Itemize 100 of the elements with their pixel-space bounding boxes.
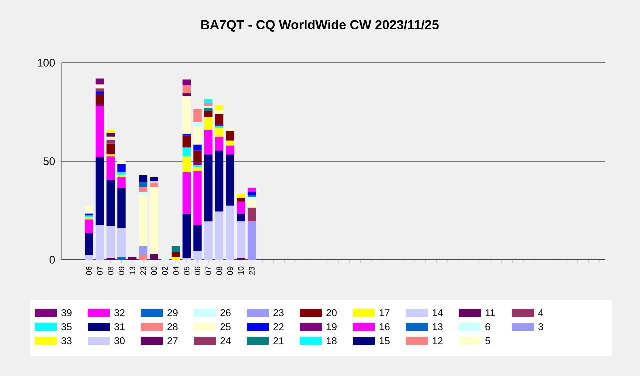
legend-label: 13 — [432, 323, 443, 331]
bar — [204, 130, 213, 155]
legend-label: 17 — [380, 310, 390, 316]
bar — [118, 257, 126, 260]
bar — [139, 175, 148, 182]
bar — [85, 233, 94, 256]
bar — [182, 214, 192, 258]
bar — [226, 146, 234, 155]
bar — [215, 212, 224, 260]
bar — [182, 172, 192, 214]
legend-label: 18 — [326, 337, 337, 345]
bar — [85, 255, 94, 260]
bar — [118, 228, 126, 258]
bar — [248, 188, 256, 192]
bar — [139, 192, 148, 195]
bar — [118, 160, 126, 164]
bar — [106, 132, 115, 137]
bar — [150, 177, 158, 182]
bar — [182, 94, 192, 96]
legend-label: 20 — [326, 309, 337, 317]
bar — [204, 117, 213, 130]
bar — [150, 183, 158, 188]
bar — [182, 80, 192, 86]
bar — [248, 222, 256, 260]
bar — [128, 257, 137, 260]
legend-label: 32 — [114, 309, 125, 317]
bar — [182, 136, 192, 148]
legend-label: 6 — [486, 323, 490, 331]
bar — [194, 122, 202, 128]
bar — [139, 187, 148, 192]
legend-label: 16 — [380, 323, 390, 331]
bar — [194, 144, 202, 151]
legend-label: 12 — [432, 338, 443, 344]
y-tick-label: 0 — [50, 256, 56, 264]
bar — [226, 140, 234, 146]
bar — [85, 220, 94, 234]
bar — [215, 105, 224, 110]
legend-label: 39 — [62, 309, 72, 317]
bar — [118, 188, 126, 228]
bar — [204, 103, 213, 106]
bar — [237, 214, 246, 222]
bar — [215, 128, 224, 137]
legend-label: 5 — [486, 338, 490, 344]
bar — [237, 202, 246, 214]
legend-label: 3 — [538, 323, 544, 331]
bar — [226, 128, 234, 131]
bar — [226, 154, 234, 206]
legend-label: 29 — [168, 309, 178, 317]
bar — [106, 156, 115, 180]
legend-label: 14 — [432, 310, 443, 316]
bar — [172, 257, 180, 260]
bar — [194, 162, 202, 166]
bar — [106, 130, 115, 133]
bar — [204, 108, 213, 112]
legend-label: 30 — [114, 337, 125, 345]
bar — [118, 164, 126, 172]
bar — [194, 171, 202, 226]
bar — [194, 150, 202, 162]
bar — [96, 158, 104, 226]
bar — [215, 136, 224, 151]
bar — [237, 194, 246, 198]
y-tick-label: 100 — [38, 59, 56, 67]
bar — [204, 222, 213, 260]
bar — [96, 84, 104, 89]
bar — [96, 88, 104, 92]
legend-label: 28 — [168, 323, 178, 331]
bar — [248, 196, 256, 200]
legend-label: 11 — [486, 310, 496, 316]
bar — [118, 177, 126, 188]
legend-label: 27 — [168, 338, 178, 344]
legend-label: 19 — [326, 323, 337, 331]
bar — [106, 226, 115, 258]
bar — [204, 111, 213, 118]
bar — [226, 206, 234, 260]
legend-label: 26 — [220, 309, 231, 317]
bar — [194, 167, 202, 172]
bar — [106, 180, 115, 227]
legend-label: 15 — [380, 338, 390, 344]
bar — [226, 130, 234, 141]
bar — [139, 255, 148, 260]
bar — [182, 148, 192, 157]
legend-label: 23 — [274, 309, 284, 317]
bar — [150, 254, 158, 260]
legend-label: 33 — [62, 337, 72, 345]
legend-label: 35 — [62, 323, 72, 331]
bar — [182, 96, 192, 134]
bar — [106, 140, 115, 144]
bar — [139, 194, 148, 246]
bar — [194, 226, 202, 252]
bar — [182, 86, 192, 94]
legend-label: 22 — [274, 324, 284, 330]
bar — [194, 127, 202, 145]
bar — [96, 226, 104, 260]
legend-label: 31 — [114, 323, 125, 331]
bar — [139, 246, 148, 256]
bar — [96, 106, 104, 158]
bar — [96, 78, 104, 85]
bar — [194, 109, 202, 122]
bar — [215, 114, 224, 124]
bar — [194, 251, 202, 260]
